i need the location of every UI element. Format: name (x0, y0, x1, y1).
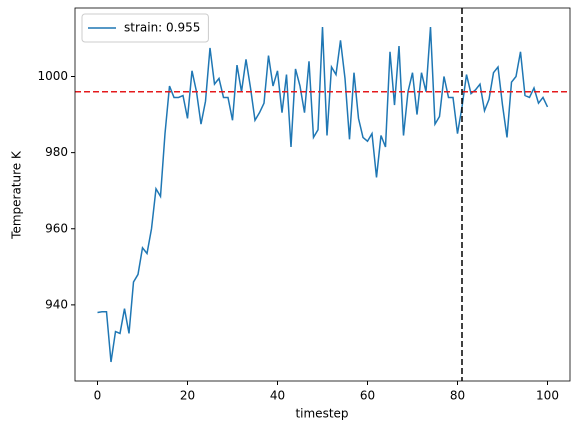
legend-label: strain: 0.955 (124, 21, 200, 35)
x-tick-label: 100 (536, 389, 559, 403)
y-axis-label: Temperature K (10, 150, 24, 240)
x-tick-label: 60 (360, 389, 375, 403)
x-tick-label: 20 (180, 389, 195, 403)
y-tick-label: 1000 (37, 69, 68, 83)
y-tick-label: 960 (45, 221, 68, 235)
x-axis-label: timestep (295, 407, 348, 421)
data-line (97, 26, 549, 363)
x-tick-label: 0 (94, 389, 102, 403)
plot-frame (74, 7, 571, 382)
x-tick-label: 40 (270, 389, 285, 403)
y-tick-label: 980 (45, 145, 68, 159)
x-tick-label: 80 (450, 389, 465, 403)
legend-box (81, 13, 209, 43)
y-tick-label: 940 (45, 297, 68, 311)
